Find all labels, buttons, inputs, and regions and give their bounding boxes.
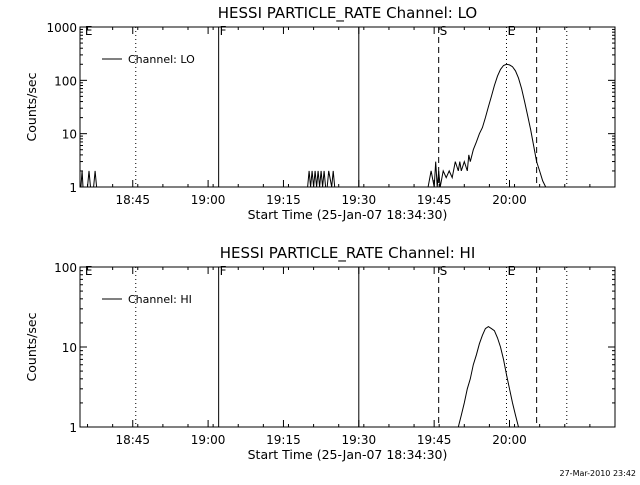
plot-frame — [79, 266, 616, 428]
panel-hi: HESSI PARTICLE_RATE Channel: HI 18:45 19:0… — [24, 244, 616, 462]
x-tick-label: 19:45 — [417, 433, 452, 447]
x-tick-label: 18:45 — [115, 193, 150, 207]
legend-label: Channel: LO — [128, 53, 195, 66]
series-line — [80, 63, 547, 188]
y-axis-label: Counts/sec — [24, 72, 39, 141]
x-tick-label: 19:00 — [191, 433, 226, 447]
x-axis-label: Start Time (25-Jan-07 18:34:30) — [248, 207, 448, 222]
x-tick-label: 19:30 — [342, 433, 377, 447]
chart-title: HESSI PARTICLE_RATE Channel: LO — [218, 4, 477, 23]
x-tick-label: 19:30 — [342, 193, 377, 207]
panel-lo: HESSI PARTICLE_RATE Channel: LO 18:45 19:0… — [24, 4, 616, 222]
x-tick-label: 19:00 — [191, 193, 226, 207]
y-tick-label: 100 — [54, 74, 77, 88]
plot-frame — [79, 26, 616, 188]
x-tick-label: 18:45 — [115, 433, 150, 447]
event-marker-label: S — [440, 264, 448, 278]
event-marker-label: F — [220, 264, 227, 278]
x-tick-label: 20:00 — [492, 433, 527, 447]
x-axis-label: Start Time (25-Jan-07 18:34:30) — [248, 447, 448, 462]
legend-label: Channel: HI — [128, 293, 192, 306]
event-marker-label: E — [85, 24, 93, 38]
timestamp: 27-Mar-2010 23:42 — [560, 469, 637, 478]
event-marker-label: F — [220, 24, 227, 38]
x-tick-label: 20:00 — [492, 193, 527, 207]
x-tick-label: 19:15 — [266, 433, 301, 447]
event-marker-label: E — [507, 264, 515, 278]
y-tick-label: 10 — [62, 341, 77, 355]
x-tick-label: 19:15 — [266, 193, 301, 207]
y-tick-label: 1000 — [46, 21, 77, 35]
y-tick-label: 1 — [69, 421, 77, 435]
x-tick-label: 19:45 — [417, 193, 452, 207]
series-line — [457, 325, 519, 428]
event-marker-label: E — [507, 24, 515, 38]
y-tick-label: 1 — [69, 181, 77, 195]
y-tick-label: 10 — [62, 128, 77, 142]
event-marker-label: S — [440, 24, 448, 38]
y-axis-label: Counts/sec — [24, 312, 39, 381]
y-tick-label: 100 — [54, 261, 77, 275]
chart-title: HESSI PARTICLE_RATE Channel: HI — [220, 244, 476, 263]
event-marker-label: E — [85, 264, 93, 278]
